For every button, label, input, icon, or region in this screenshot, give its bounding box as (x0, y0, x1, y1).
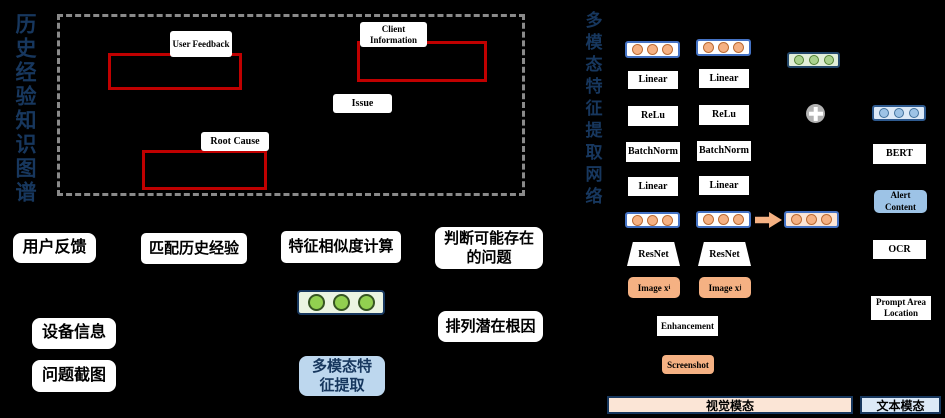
orange-feature-dot (718, 42, 729, 53)
layer-relu-j: ReLu (699, 105, 749, 125)
green-feature-dot (793, 55, 804, 65)
root-cause-label: Root Cause (201, 132, 269, 151)
layer-relu-i: ReLu (628, 106, 678, 126)
flow-rank-root-causes: 排列潜在根因 (438, 311, 543, 342)
layer-batchnorm-j: BatchNorm (697, 141, 751, 161)
layer-linear-2-j: Linear (699, 176, 749, 195)
resnet-encoder-i: ResNet (627, 242, 680, 266)
green-feature-dot (357, 294, 375, 311)
merge-arrow-icon (755, 212, 782, 228)
image-input-j-label: Image x (708, 282, 740, 293)
bert-box: BERT (873, 144, 926, 164)
blue-feature-dot (879, 108, 889, 118)
image-input-j-subscript: j (739, 284, 742, 291)
orange-feature-dot (662, 44, 673, 55)
flow-multimodal-extraction: 多模态特征提取 (299, 356, 385, 396)
merged-visual-feature-row (784, 211, 839, 228)
similarity-feature-vector-row (297, 290, 385, 315)
flow-user-feedback: 用户反馈 (13, 233, 96, 263)
orange-feature-dot (632, 214, 643, 226)
network-title: 多模态特征提取网络 (582, 11, 602, 209)
flow-match-history: 匹配历史经验 (141, 233, 247, 264)
orange-feature-dot (733, 214, 744, 225)
redacted-user-feedback-box (108, 53, 242, 90)
alert-content-box: Alert Content (874, 190, 927, 213)
orange-feature-dot (703, 214, 714, 225)
layer-linear-1-i: Linear (628, 71, 678, 89)
orange-feature-dot (718, 214, 729, 225)
orange-feature-dot (703, 42, 714, 53)
screenshot-box: Screenshot (662, 355, 714, 374)
feature-row-j-top (696, 39, 751, 56)
text-modality-bar: 文本模态 (860, 396, 941, 414)
knowledge-graph-title: 历史经验知识图谱 (13, 13, 36, 205)
ocr-box: OCR (873, 240, 926, 259)
orange-feature-dot (791, 214, 802, 225)
orange-feature-dot (647, 44, 658, 55)
knowledge-graph-panel (57, 14, 525, 196)
green-feature-dot (808, 55, 819, 65)
redacted-client-information-box (357, 41, 487, 82)
visual-modality-bar: 视觉模态 (607, 396, 853, 414)
green-feature-dot (823, 55, 834, 65)
feature-row-j-bottom (696, 211, 751, 228)
flow-possible-issues: 判断可能存在的问题 (435, 227, 543, 269)
client-information-label: Client Information (360, 22, 427, 47)
text-feature-row (872, 105, 926, 121)
orange-feature-dot (632, 44, 643, 55)
concat-plus-icon (806, 104, 825, 123)
blue-feature-dot (894, 108, 904, 118)
green-feature-dot (332, 294, 350, 311)
issue-label: Issue (333, 94, 392, 113)
orange-feature-dot (733, 42, 744, 53)
green-feature-dot (307, 294, 325, 311)
orange-feature-dot (821, 214, 832, 225)
layer-batchnorm-i: BatchNorm (626, 142, 680, 162)
flow-problem-screenshot: 问题截图 (32, 360, 116, 392)
flow-feature-similarity: 特征相似度计算 (281, 231, 401, 263)
feature-row-i-bottom (625, 212, 680, 228)
orange-feature-dot (647, 214, 658, 226)
redacted-root-cause-box (142, 150, 267, 190)
image-input-i-label: Image x (637, 282, 669, 293)
image-input-i-subscript: i (668, 284, 671, 291)
blue-feature-dot (909, 108, 919, 118)
flow-device-info: 设备信息 (32, 318, 116, 349)
layer-linear-2-i: Linear (628, 177, 678, 196)
user-feedback-label: User Feedback (170, 31, 232, 57)
feature-row-i-top (625, 41, 680, 58)
prompt-area-location-box: Prompt Area Location (871, 296, 931, 320)
resnet-encoder-j: ResNet (698, 242, 751, 266)
fused-green-feature-row (787, 52, 840, 68)
layer-linear-1-j: Linear (699, 69, 749, 88)
orange-feature-dot (806, 214, 817, 225)
enhancement-box: Enhancement (657, 316, 718, 336)
orange-feature-dot (662, 214, 673, 226)
